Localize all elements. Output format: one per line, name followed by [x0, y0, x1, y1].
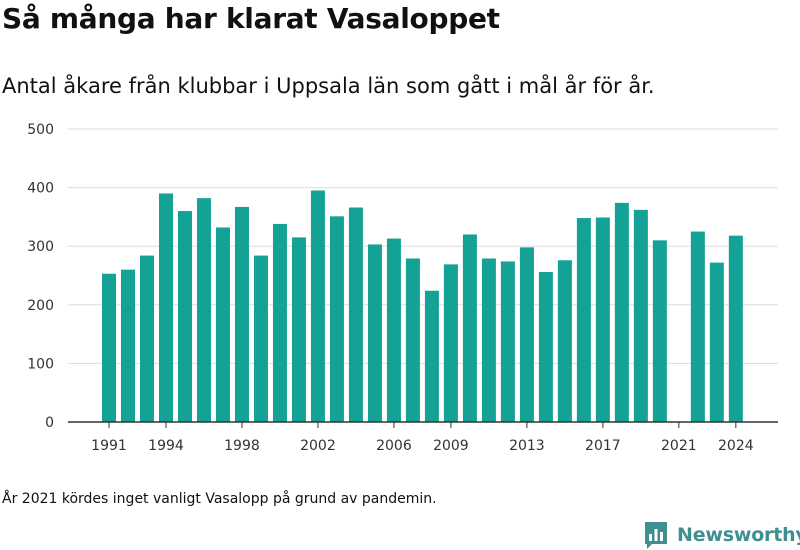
bar [253, 255, 268, 422]
bar [728, 235, 743, 422]
bar [291, 237, 306, 422]
bar [139, 255, 154, 422]
bar [405, 258, 420, 422]
bar [196, 198, 211, 422]
bar [234, 206, 249, 422]
bar [652, 240, 667, 422]
bar [595, 217, 610, 422]
bar [690, 231, 705, 422]
bar [709, 262, 724, 422]
x-tick-label: 2017 [585, 438, 621, 454]
footnote: År 2021 kördes inget vanligt Vasalopp på… [2, 491, 437, 507]
x-tick-label: 2009 [433, 438, 469, 454]
bar [633, 209, 648, 422]
x-tick-label: 2021 [661, 438, 697, 454]
bar [329, 216, 344, 422]
bar [614, 202, 629, 422]
brand-name: Newsworthy [677, 524, 800, 546]
bar [576, 218, 591, 422]
bar [158, 193, 173, 422]
bar [519, 247, 534, 422]
bar [500, 261, 515, 422]
bar [462, 234, 477, 422]
x-tick-label: 2002 [300, 438, 336, 454]
brand-logo: Newsworthy [643, 520, 800, 550]
y-tick-label: 300 [27, 239, 54, 255]
chart-subtitle: Antal åkare från klubbar i Uppsala län s… [2, 74, 655, 98]
newsworthy-logo-icon [645, 522, 667, 549]
bar [557, 260, 572, 422]
bar-chart: 0 100 200 300 400 500 1991 1994 1998 2002 2006 2009… [27, 122, 778, 454]
bar [424, 290, 439, 422]
y-tick-label: 400 [27, 181, 54, 197]
y-tick-label: 0 [45, 415, 54, 431]
x-tick-label: 1994 [148, 438, 184, 454]
bar [272, 223, 287, 422]
x-tick-label: 2006 [376, 438, 412, 454]
bar [386, 238, 401, 422]
bar [443, 264, 458, 422]
x-tick-label: 2024 [718, 438, 754, 454]
bar [481, 258, 496, 422]
bar [310, 190, 325, 422]
bar [348, 207, 363, 422]
y-tick-label: 500 [27, 122, 54, 138]
x-tick-label: 1998 [224, 438, 260, 454]
y-tick-label: 200 [27, 298, 54, 314]
x-tick-label: 1991 [91, 438, 127, 454]
x-tick-label: 2013 [509, 438, 545, 454]
y-tick-label: 100 [27, 356, 54, 372]
bar [120, 269, 135, 422]
bar [215, 227, 230, 422]
chart-title: Så många har klarat Vasaloppet [2, 2, 500, 35]
bar [102, 273, 116, 422]
bar [367, 244, 382, 422]
bar [538, 271, 553, 422]
bar [177, 211, 192, 422]
